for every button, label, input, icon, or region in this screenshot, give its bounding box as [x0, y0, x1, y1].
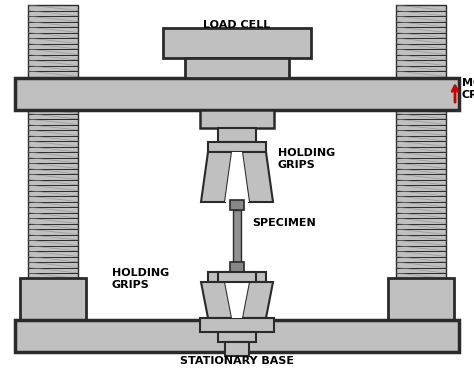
Bar: [230, 262, 244, 272]
Polygon shape: [242, 282, 273, 318]
Polygon shape: [201, 152, 232, 202]
Text: LOAD CELL: LOAD CELL: [203, 20, 271, 30]
Text: STATIONARY BASE: STATIONARY BASE: [180, 356, 294, 366]
Bar: [230, 200, 244, 210]
Bar: [218, 272, 256, 282]
Bar: [200, 110, 274, 128]
Bar: [388, 278, 454, 333]
Bar: [208, 142, 266, 152]
Bar: [396, 5, 446, 80]
Text: SPECIMEN: SPECIMEN: [252, 218, 316, 228]
Text: MOVING
CROSSHEAD: MOVING CROSSHEAD: [462, 78, 474, 100]
Bar: [163, 28, 311, 58]
Bar: [225, 342, 249, 356]
Polygon shape: [234, 154, 240, 200]
Bar: [185, 58, 289, 78]
Polygon shape: [201, 282, 232, 318]
Bar: [208, 272, 266, 282]
Polygon shape: [225, 152, 249, 202]
Polygon shape: [225, 282, 249, 318]
Text: HOLDING
GRIPS: HOLDING GRIPS: [278, 148, 335, 169]
Bar: [218, 332, 256, 342]
Bar: [20, 278, 86, 333]
Bar: [15, 320, 459, 352]
Polygon shape: [242, 152, 273, 202]
Text: HOLDING
GRIPS: HOLDING GRIPS: [112, 268, 169, 290]
Bar: [28, 108, 78, 285]
Bar: [200, 318, 274, 332]
Bar: [396, 108, 446, 285]
Bar: [28, 5, 78, 80]
Bar: [15, 78, 459, 110]
Bar: [233, 210, 241, 268]
Bar: [218, 128, 256, 142]
